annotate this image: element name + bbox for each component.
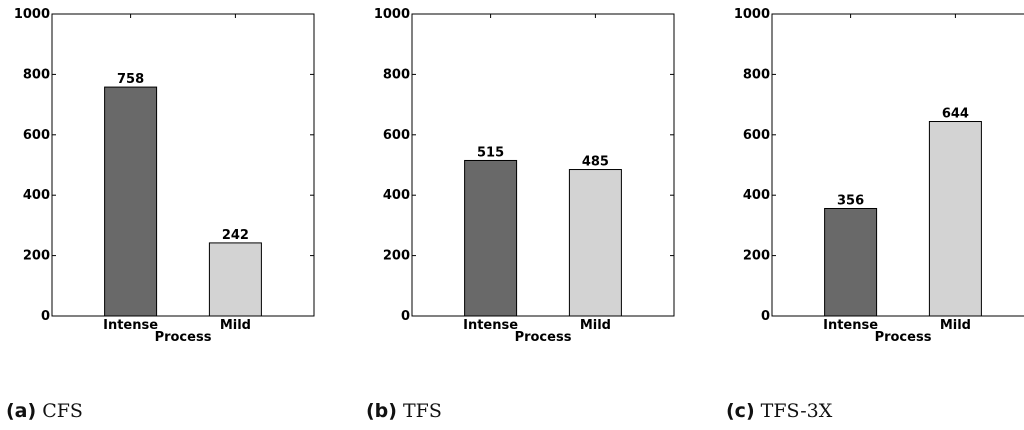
x-tick-label: Mild (220, 318, 251, 333)
chart-a: 0 200 400 600 800 1000 758 Intense 242 Mild Proces… (14, 7, 315, 345)
x-tick-label: Mild (940, 318, 971, 333)
y-tick-label: 0 (761, 309, 770, 324)
x-tick-label: Intense (823, 318, 878, 333)
x-tick-label: Intense (463, 318, 518, 333)
x-tick-label: Mild (580, 318, 611, 333)
y-tick-label: 400 (23, 188, 50, 203)
bar-intense (824, 207, 878, 317)
x-axis-label: Process (515, 330, 572, 345)
caption-name: TFS-3X (760, 400, 833, 422)
bar-mild (928, 121, 982, 317)
caption-name: CFS (42, 400, 83, 422)
panel-a: 0 200 400 600 800 1000 758 Intense 242 Mild Proces… (0, 0, 340, 430)
y-tick-label: 400 (383, 188, 410, 203)
caption-a: (a) CFS (6, 400, 83, 423)
panel-b: 0 200 400 600 800 1000 515 Intense 485 Mild Proces… (360, 0, 700, 430)
y-tick-label: 0 (41, 309, 50, 324)
bar-intense (464, 159, 518, 317)
bar-mild (568, 169, 622, 317)
caption-name: TFS (402, 400, 442, 422)
bar-value-label: 515 (477, 145, 504, 160)
y-tick-label: 1000 (734, 7, 770, 22)
y-tick-label: 800 (23, 67, 50, 82)
chart-b: 0 200 400 600 800 1000 515 Intense 485 Mild Proces… (374, 7, 675, 345)
chart-c: 0 200 400 600 800 1000 356 Intense 644 Mild Proces… (734, 7, 1024, 345)
y-tick-label: 400 (743, 188, 770, 203)
caption-tag: (a) (6, 400, 37, 422)
caption-c: (c) TFS-3X (726, 400, 832, 423)
y-tick-label: 1000 (374, 7, 410, 22)
bar-value-label: 758 (117, 72, 144, 87)
caption-tag: (b) (366, 400, 397, 422)
y-tick-label: 800 (743, 67, 770, 82)
plot-frame (51, 13, 315, 317)
y-tick-label: 1000 (14, 7, 50, 22)
y-tick-label: 600 (743, 128, 770, 143)
x-axis-label: Process (875, 330, 932, 345)
y-tick-label: 200 (743, 249, 770, 264)
x-axis-label: Process (155, 330, 212, 345)
x-tick-label: Intense (103, 318, 158, 333)
y-tick-label: 200 (23, 249, 50, 264)
plot-frame (771, 13, 1024, 317)
plot-frame (411, 13, 675, 317)
bar-value-label: 242 (222, 228, 249, 243)
y-tick-label: 800 (383, 67, 410, 82)
bar-value-label: 644 (942, 107, 969, 122)
bar-mild (208, 242, 262, 317)
y-tick-label: 0 (401, 309, 410, 324)
y-tick-label: 600 (23, 128, 50, 143)
caption-tag: (c) (726, 400, 755, 422)
bar-intense (104, 86, 158, 317)
caption-b: (b) TFS (366, 400, 442, 423)
y-tick-label: 200 (383, 249, 410, 264)
bar-value-label: 485 (582, 155, 609, 170)
bar-value-label: 356 (837, 193, 864, 208)
y-tick-label: 600 (383, 128, 410, 143)
panel-c: 0 200 400 600 800 1000 356 Intense 644 Mild Proces… (720, 0, 1024, 430)
